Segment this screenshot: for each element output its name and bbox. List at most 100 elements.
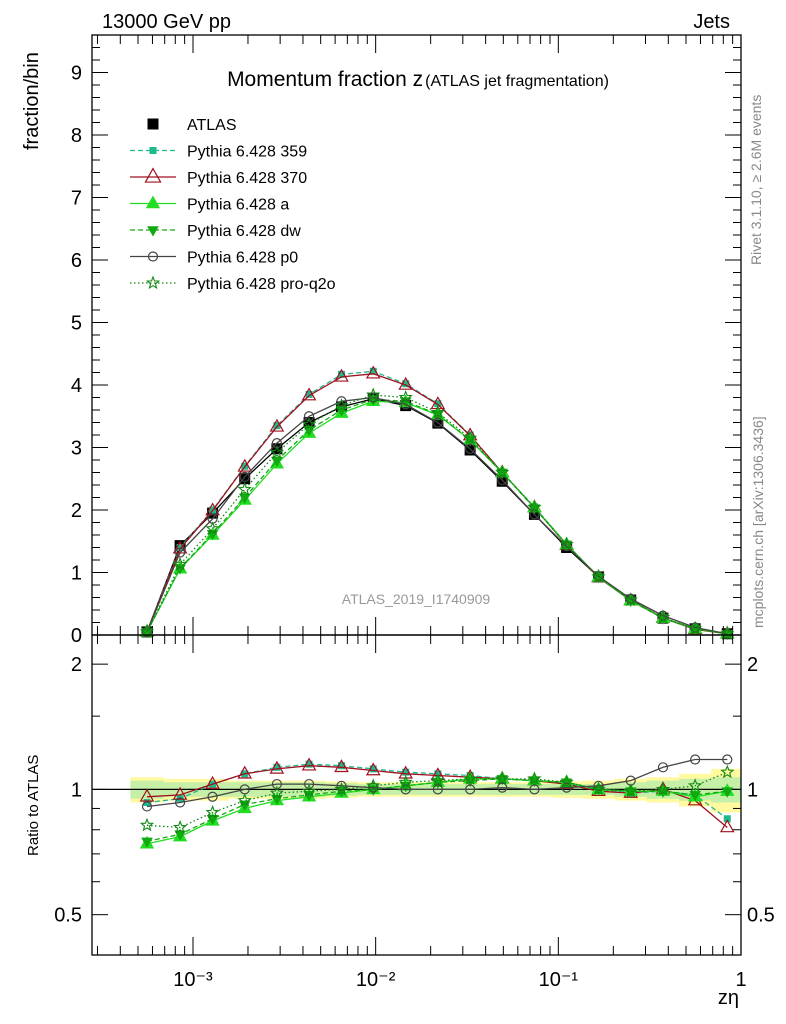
ratio-point (301, 783, 317, 798)
legend-marker (145, 195, 161, 209)
ratio-point (205, 805, 220, 819)
ratio-y-tick-label: 0.5 (54, 905, 82, 927)
data-point (366, 387, 381, 402)
data-point (527, 500, 542, 514)
category-label: Jets (693, 11, 730, 33)
ratio-frame (91, 634, 742, 956)
ratio-point (722, 754, 733, 765)
ratio-point (334, 781, 349, 796)
legend-entry-pp0: Pythia 6.428 p0 (130, 250, 298, 267)
chart-title: Momentum fraction z (ATLAS jet fragmentat… (227, 68, 609, 91)
ratio-point (430, 773, 446, 787)
ratio-point (207, 791, 218, 802)
ratio-point (139, 788, 155, 802)
ratio-point (334, 759, 349, 773)
legend-marker (144, 167, 162, 183)
data-point (336, 396, 347, 407)
ratio-series-pp0 (141, 754, 733, 812)
series-line (146, 396, 728, 635)
data-point (238, 493, 251, 505)
data-point (303, 417, 315, 428)
legend-entry-pq2o: Pythia 6.428 pro-q2o (130, 275, 336, 293)
ratio-y-tick-label-right: 1 (747, 779, 758, 801)
ratio-point (365, 762, 381, 776)
ratio-point (687, 778, 703, 792)
data-point (239, 471, 250, 482)
x-tick-label: 1 (735, 969, 746, 991)
data-point (430, 405, 446, 419)
data-point (273, 422, 281, 430)
ratio-point (301, 757, 317, 771)
ratio-point (141, 837, 153, 848)
ratio-point (721, 787, 734, 798)
y-tick-label: 6 (71, 250, 82, 272)
ratio-point (141, 801, 153, 812)
legend-marker (145, 275, 161, 290)
data-point (269, 444, 285, 459)
ratio-point (719, 819, 735, 833)
data-point (623, 592, 638, 607)
source-url-label: mcplots.cern.ch [arXiv:1306.3436] (750, 416, 766, 628)
data-point (591, 569, 606, 583)
data-point (495, 464, 510, 479)
ratio-point (398, 774, 413, 789)
data-point (237, 481, 252, 496)
data-point (398, 376, 414, 390)
data-point (687, 621, 703, 635)
legend-marker (147, 226, 159, 237)
data-point (269, 418, 285, 432)
data-point (398, 389, 413, 404)
legend-label: Pythia 6.428 p0 (187, 250, 298, 267)
legend-label: Pythia 6.428 pro-q2o (187, 276, 336, 293)
data-point (465, 443, 476, 454)
ratio-point (465, 784, 476, 795)
y-tick-label: 8 (71, 125, 82, 147)
data-point (301, 387, 317, 401)
data-point (205, 521, 220, 535)
data-point (239, 473, 251, 485)
legend: ATLAS Pythia 6.428 359 Pythia 6.428 370 Pyt… (130, 117, 336, 293)
data-point (271, 443, 283, 455)
data-point (365, 365, 381, 379)
data-point (368, 392, 379, 403)
ratio-point (336, 780, 347, 791)
ratio-y-tick-label: 2 (71, 654, 82, 676)
ratio-point (237, 765, 253, 779)
ratio-point (723, 815, 731, 823)
ratio-point (172, 819, 188, 834)
ratio-point (174, 797, 186, 808)
data-point (335, 406, 348, 417)
ratio-point (720, 764, 735, 779)
data-point (337, 370, 345, 378)
legend-marker (149, 147, 157, 154)
legend-label: Pythia 6.428 dw (187, 223, 301, 240)
x-tick-label: 10⁻³ (173, 969, 213, 991)
ratio-point (689, 791, 701, 802)
y-tick-label: 3 (71, 438, 82, 460)
data-point (334, 398, 349, 412)
y-tick-label: 2 (71, 500, 82, 522)
x-tick-label: 10⁻² (356, 969, 396, 991)
ratio-point (657, 762, 669, 773)
legend-marker (147, 118, 159, 130)
ratio-line (146, 758, 728, 808)
ratio-point (561, 782, 572, 793)
y-tick-label: 9 (71, 63, 82, 85)
data-point (369, 367, 377, 375)
main-panel: 0 1 2 3 4 5 6 7 8 9 (71, 34, 742, 647)
legend-entry-pa: Pythia 6.428 a (130, 195, 289, 214)
legend-marker (147, 251, 159, 262)
y-axis-label: fraction/bin (21, 52, 43, 150)
data-point (432, 417, 443, 428)
data-point (305, 390, 313, 398)
x-tick-label: 10⁻¹ (539, 969, 579, 991)
legend-label: ATLAS (187, 117, 237, 134)
x-axis-label: zη (718, 987, 739, 1009)
ratio-y-axis-label: Ratio to ATLAS (25, 755, 42, 856)
ratio-point (172, 786, 188, 800)
ratio-point (269, 785, 285, 800)
ratio-point (432, 784, 443, 795)
data-point (559, 536, 574, 551)
ratio-point (497, 782, 508, 793)
data-point (334, 368, 349, 382)
